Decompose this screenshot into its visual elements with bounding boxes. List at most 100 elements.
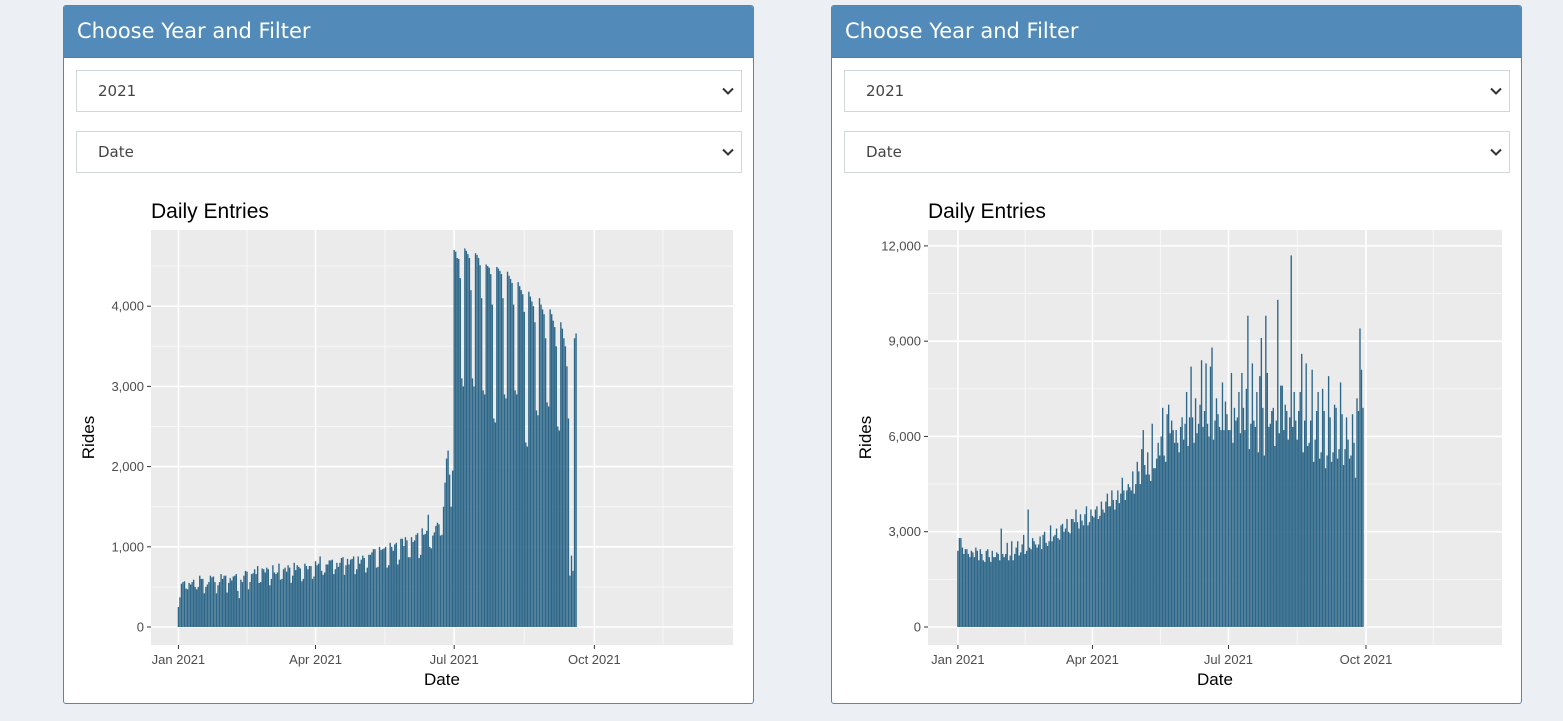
bar [1082, 525, 1085, 627]
filter-select[interactable]: Date [844, 131, 1510, 173]
bar [1248, 449, 1251, 627]
bar [1260, 337, 1263, 627]
bar [1002, 553, 1004, 627]
bar [1354, 477, 1357, 627]
bar [1073, 522, 1076, 627]
bar [1160, 436, 1162, 627]
bar [563, 338, 565, 627]
bar [1040, 549, 1043, 627]
bar [969, 557, 971, 627]
y-tick-label: 4,000 [111, 299, 144, 314]
x-tick-label: Jan 2021 [931, 652, 985, 667]
bar [1151, 423, 1153, 627]
bar [997, 553, 999, 627]
bar [351, 558, 353, 627]
bar [1178, 452, 1180, 627]
bar [398, 559, 401, 627]
bar [330, 560, 332, 627]
bar [1138, 471, 1140, 627]
bar [1108, 506, 1110, 627]
bar [407, 557, 410, 627]
bar [316, 565, 318, 627]
bar [1227, 430, 1230, 627]
bar [445, 458, 448, 627]
bar [981, 553, 983, 627]
filter-select[interactable]: Date [76, 131, 742, 173]
bar [314, 561, 317, 627]
bar [1321, 388, 1324, 627]
bar [1286, 411, 1288, 627]
bar [281, 578, 283, 627]
bar [960, 538, 962, 627]
bar [410, 537, 413, 627]
year-select[interactable]: 2021 [76, 70, 742, 112]
bar [1024, 553, 1026, 627]
bar [218, 582, 221, 627]
chart-title: Daily Entries [151, 200, 269, 223]
bar [1167, 404, 1170, 627]
bar [416, 533, 419, 627]
bar [435, 525, 437, 627]
bar [384, 546, 387, 627]
bar [228, 582, 230, 627]
bar [383, 548, 385, 627]
bar [470, 290, 472, 627]
bar [541, 309, 544, 627]
bar [1102, 509, 1104, 627]
bar [266, 567, 268, 627]
bar [544, 338, 547, 627]
bar [261, 568, 263, 627]
bar [1262, 407, 1264, 627]
bar [1034, 544, 1037, 627]
bar [970, 550, 973, 627]
bar [1283, 430, 1285, 627]
bar [546, 402, 548, 627]
bar [311, 578, 314, 627]
bar [1305, 363, 1307, 627]
bar [1039, 536, 1041, 627]
bar [197, 586, 199, 627]
bar [1136, 461, 1138, 627]
bar [1170, 420, 1173, 627]
bar [1360, 369, 1363, 627]
bar [1230, 372, 1233, 627]
bar [1338, 449, 1340, 627]
chart-title: Daily Entries [928, 200, 1046, 223]
bar [202, 578, 204, 627]
bar [328, 560, 330, 627]
bar [455, 251, 457, 627]
bar [1031, 538, 1034, 627]
bar [526, 446, 528, 627]
bar [433, 532, 436, 627]
bar [333, 574, 335, 627]
bar [1096, 506, 1098, 627]
bar [1078, 528, 1080, 627]
bar [1175, 430, 1177, 627]
bar [1070, 519, 1073, 627]
bar [1339, 382, 1342, 627]
bar [525, 442, 527, 627]
bar [387, 565, 390, 627]
bar [275, 574, 277, 627]
bar [520, 290, 522, 627]
bar [491, 304, 493, 627]
bar [1274, 445, 1276, 627]
bar [320, 570, 323, 627]
bar [1323, 411, 1325, 627]
bar [1006, 542, 1008, 627]
bar [348, 564, 350, 627]
bar [1241, 372, 1243, 627]
bar [1324, 468, 1327, 627]
bar [467, 254, 469, 627]
bar [180, 583, 183, 627]
y-tick-label: 0 [137, 620, 144, 635]
bar [474, 253, 477, 627]
bar [1072, 519, 1074, 627]
y-tick-label: 3,000 [111, 379, 144, 394]
bar [1244, 430, 1246, 627]
bar [206, 584, 209, 627]
bar [1045, 542, 1047, 627]
year-select[interactable]: 2021 [844, 70, 1510, 112]
bar [1356, 398, 1358, 627]
bar [392, 550, 394, 627]
